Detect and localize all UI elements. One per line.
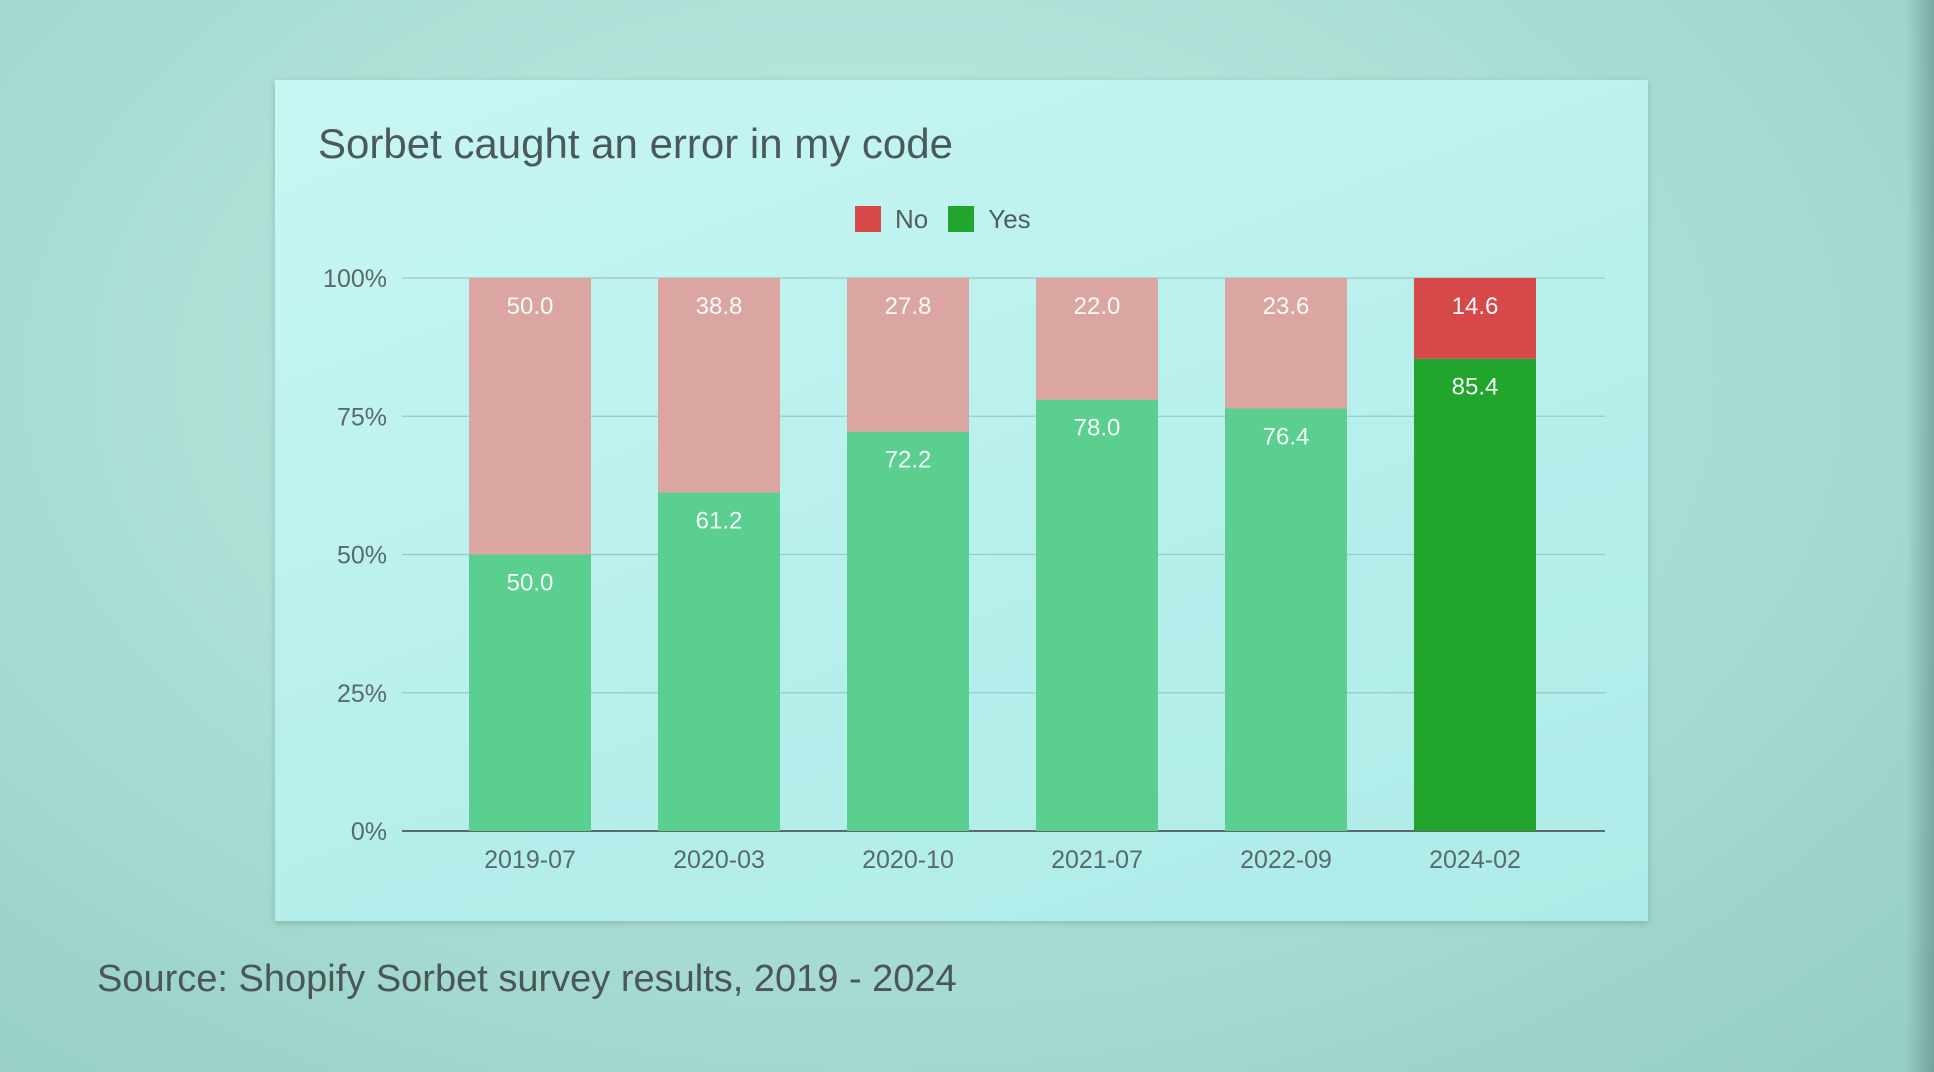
data-label-yes: 61.2: [696, 508, 743, 535]
data-label-no: 50.0: [507, 293, 554, 320]
bar-yes: [1225, 408, 1347, 831]
data-label-yes: 78.0: [1074, 415, 1121, 442]
data-label-no: 38.8: [696, 293, 743, 320]
data-label-no: 27.8: [885, 293, 932, 320]
bar-no: [847, 278, 969, 432]
source-caption: Source: Shopify Sorbet survey results, 2…: [97, 958, 957, 1000]
legend-swatch-yes: [948, 206, 975, 232]
x-tick-label: 2022-09: [1240, 846, 1332, 874]
x-tick-label: 2020-10: [862, 846, 954, 874]
legend-label-no: No: [895, 203, 929, 234]
x-tick-label: 2020-03: [673, 846, 765, 874]
bar-no: [1414, 278, 1536, 359]
y-tick-label: 0%: [351, 818, 387, 846]
bar-yes: [658, 492, 780, 831]
x-tick-label: 2024-02: [1429, 846, 1521, 874]
bar-no: [1036, 278, 1158, 400]
bar-yes: [1414, 358, 1536, 831]
bar-no: [1225, 278, 1347, 409]
bar-yes: [847, 431, 969, 831]
y-tick-label: 75%: [337, 403, 387, 431]
chart-card: Sorbet caught an error in my code No Yes…: [275, 80, 1648, 921]
chart-title: Sorbet caught an error in my code: [318, 120, 954, 167]
legend-item-no: No: [855, 204, 928, 235]
data-label-yes: 72.2: [885, 447, 932, 474]
data-label-no: 14.6: [1452, 293, 1499, 320]
legend-label-yes: Yes: [988, 203, 1031, 234]
chart-legend: No Yes: [855, 203, 1031, 235]
data-label-no: 22.0: [1074, 293, 1121, 320]
y-tick-label: 50%: [337, 542, 387, 570]
chart-plot-area: 0% 25% 50% 75% 100% 50.0 50.0 2019-07 38.8 61.2 20…: [323, 265, 1605, 874]
bar-no: [469, 278, 591, 555]
x-tick-label: 2019-07: [484, 846, 576, 874]
bar-yes: [1036, 399, 1158, 831]
data-label-yes: 76.4: [1263, 424, 1310, 451]
y-tick-label: 25%: [337, 680, 387, 708]
data-label-yes: 85.4: [1452, 374, 1499, 401]
x-tick-label: 2021-07: [1051, 846, 1143, 874]
y-tick-label: 100%: [323, 265, 387, 293]
bar-no: [658, 278, 780, 493]
data-label-yes: 50.0: [507, 570, 554, 597]
legend-item-yes: Yes: [948, 203, 1031, 235]
screen-edge-shadow: [1906, 0, 1934, 1072]
bar-yes: [469, 554, 591, 831]
legend-swatch-no: [855, 206, 881, 232]
data-label-no: 23.6: [1263, 293, 1310, 320]
